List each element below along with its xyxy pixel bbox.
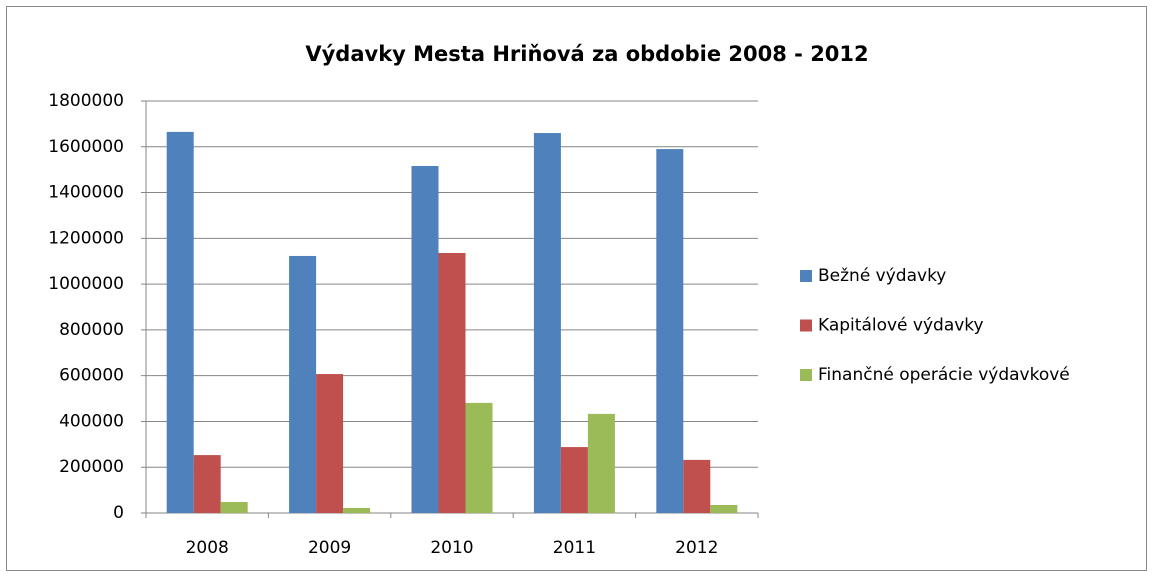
- x-tick-label: 2008: [186, 538, 229, 558]
- bar: [710, 504, 738, 513]
- x-tick-label: 2010: [430, 538, 473, 558]
- bar: [438, 252, 466, 513]
- y-tick-label: 1600000: [48, 137, 124, 157]
- legend-swatch: [800, 369, 812, 381]
- legend-label: Bežné výdavky: [818, 266, 946, 286]
- bar: [289, 255, 317, 514]
- bar: [533, 133, 561, 514]
- legend-label: Finančné operácie výdavkové: [818, 365, 1070, 385]
- x-tick-label: 2009: [308, 538, 351, 558]
- bar: [656, 149, 684, 514]
- y-tick-label: 1200000: [48, 228, 124, 248]
- chart-title: Výdavky Mesta Hriňová za obdobie 2008 - …: [305, 42, 868, 66]
- y-tick-label: 400000: [59, 411, 124, 431]
- y-tick-label: 800000: [59, 320, 124, 340]
- bar: [683, 459, 711, 513]
- bar: [193, 455, 221, 513]
- bar: [587, 413, 615, 513]
- y-tick-label: 600000: [59, 366, 124, 386]
- bar: [220, 502, 248, 513]
- bar: [166, 131, 194, 513]
- bar: [411, 166, 439, 513]
- bar: [465, 402, 493, 513]
- x-tick-label: 2012: [675, 538, 718, 558]
- y-tick-label: 0: [113, 503, 124, 523]
- y-tick-label: 1000000: [48, 274, 124, 294]
- legend-swatch: [800, 270, 812, 282]
- x-tick-label: 2011: [553, 538, 596, 558]
- bar: [560, 447, 588, 513]
- legend-swatch: [800, 319, 812, 332]
- bar: [316, 374, 344, 513]
- bar: [343, 507, 371, 513]
- y-tick-label: 200000: [59, 457, 124, 477]
- y-tick-label: 1400000: [48, 183, 124, 203]
- y-tick-label: 1800000: [48, 91, 124, 111]
- legend-label: Kapitálové výdavky: [818, 316, 984, 336]
